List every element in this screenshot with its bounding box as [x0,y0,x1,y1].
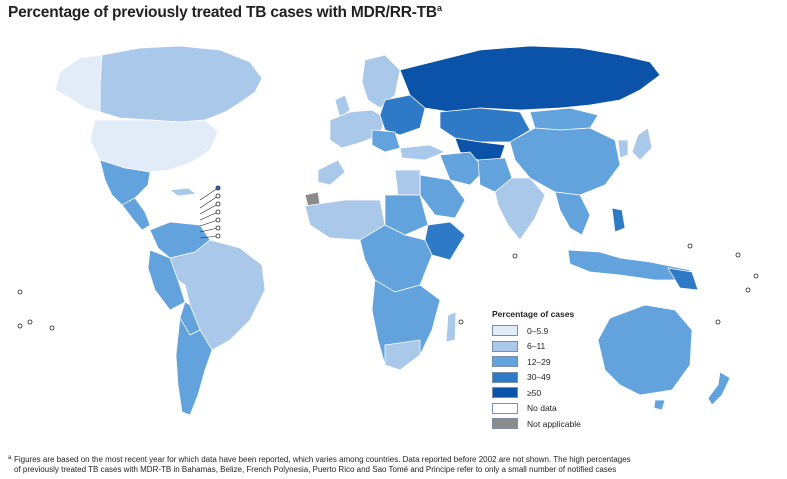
legend-item: 12–29 [492,354,612,370]
country-china [509,127,621,196]
country-brazil [169,239,266,351]
footnote: a Figures are based on the most recent y… [8,455,784,475]
country-cuba [169,187,197,197]
map-legend: Percentage of cases 0–5.9 6–11 12–29 30–… [492,309,612,432]
legend-swatch [492,356,518,368]
country-australia [597,304,693,396]
country-greenland [239,31,301,81]
country-mongolia [529,107,599,131]
footnote-line-2: of previously treated TB cases with MDR-… [14,465,617,474]
country-sudan [384,194,429,236]
legend-item: 0–5.9 [492,323,612,339]
country-southeast-asia [554,191,591,236]
country-korea [617,139,629,159]
world-map [17,31,759,416]
legend-item: 6–11 [492,339,612,355]
country-south-africa [384,339,421,371]
small-island-markers [17,243,759,331]
country-iceland [299,73,323,87]
footnote-line-1: Figures are based on the most recent yea… [14,455,631,464]
country-morocco [317,159,346,186]
caribbean-markers [215,185,221,239]
country-central-america [121,197,151,231]
country-russia [399,45,661,113]
country-canada [99,45,263,123]
legend-label: ≥50 [527,387,542,398]
country-iran [439,151,486,186]
country-philippines [611,207,626,233]
legend-title: Percentage of cases [492,309,575,319]
legend-item: Not applicable [492,416,612,432]
country-indonesia [567,249,691,281]
country-kazakhstan [439,107,531,143]
legend-swatch [492,325,518,337]
legend-label: No data [527,403,557,414]
legend-swatch [492,340,518,352]
country-alaska [54,54,103,113]
legend-label: 12–29 [527,356,551,367]
legend-label: Not applicable [527,418,581,429]
legend-item: 30–49 [492,370,612,386]
legend-label: 6–11 [527,341,546,352]
legend-swatch [492,387,518,399]
legend-item: No data [492,401,612,417]
legend-swatch [492,371,518,383]
country-papua-new-guinea [667,267,699,291]
country-uk [334,94,351,119]
legend-item: ≥50 [492,385,612,401]
caribbean-callout [199,187,219,239]
country-argentina-chile [175,316,213,416]
title-footnote-marker: a [436,3,442,13]
country-india [494,177,546,241]
country-central-africa [359,224,433,293]
country-japan [631,127,653,161]
legend-label: 30–49 [527,372,551,383]
country-egypt [394,169,421,196]
country-new-zealand [707,371,731,406]
country-tasmania [653,399,666,411]
country-madagascar [445,311,457,343]
map-title: Percentage of previously treated TB case… [8,3,442,22]
map-title-text: Percentage of previously treated TB case… [8,4,437,22]
legend-label: 0–5.9 [527,325,549,336]
country-balkans [371,129,401,153]
footnote-marker: a [8,455,12,461]
legend-swatch [492,402,518,414]
legend-swatch [492,418,518,430]
country-turkey [399,144,446,161]
